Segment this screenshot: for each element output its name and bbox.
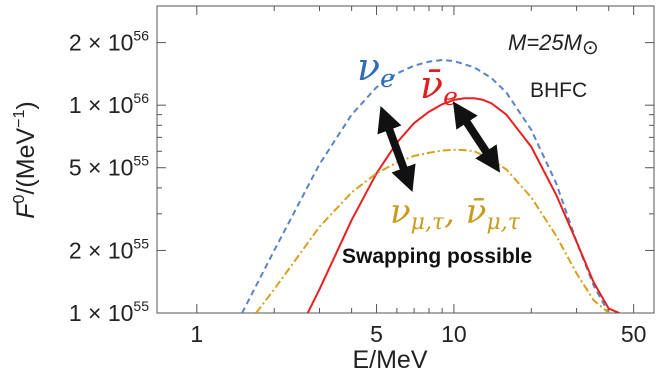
y-tick-exponent: 55 — [133, 298, 149, 314]
y-tick-label: 2 × 1056 — [69, 28, 149, 56]
x-tick-label: 5 — [370, 321, 383, 347]
y-tick-exponent: 56 — [133, 90, 149, 106]
y-axis-label-unit-sup: −1 — [11, 110, 28, 128]
nue-label: νe — [357, 45, 395, 93]
nux-label-symbol-1: ν — [390, 192, 411, 232]
mass-annotation-main: M=25M — [508, 30, 583, 55]
swapping-annotation: Swapping possible — [342, 245, 532, 268]
y-tick-label: 2 × 1055 — [69, 235, 149, 263]
y-tick-label: 1 × 1055 — [69, 298, 149, 326]
x-axis-ticks: 1 5 10 50 — [190, 6, 655, 347]
plot-frame — [156, 5, 655, 314]
plot-border — [156, 5, 655, 314]
nux-label-sub-2: μ,τ — [486, 210, 520, 235]
y-axis-label-sup: 0 — [11, 194, 28, 203]
y-tick-exponent: 55 — [133, 153, 149, 169]
y-axis-label-main: F — [12, 202, 40, 219]
y-axis-label-unit: /(MeV — [12, 128, 40, 195]
nue-label-symbol: ν — [357, 45, 380, 89]
nux-label-symbol-2: ν̄ — [466, 192, 487, 232]
nux-label-sep: , — [444, 192, 466, 232]
swap-arrow-left — [377, 105, 416, 193]
y-tick-label: 1 × 1056 — [69, 90, 149, 118]
x-tick-label: 10 — [441, 321, 467, 347]
y-tick-mantissa: 5 × 10 — [69, 155, 134, 181]
y-tick-mantissa: 2 × 10 — [69, 30, 134, 56]
y-axis-label-close: ) — [12, 101, 40, 109]
y-tick-mantissa: 1 × 10 — [69, 92, 134, 118]
x-axis-label: E/MeV — [352, 346, 427, 374]
y-tick-label: 5 × 1055 — [69, 153, 149, 181]
nux-label-sub-1: μ,τ — [411, 210, 445, 235]
y-tick-exponent: 56 — [133, 28, 149, 44]
x-tick-label: 50 — [621, 321, 647, 347]
nuebar-label: ν̄e — [420, 63, 458, 111]
model-annotation: BHFC — [530, 79, 587, 102]
y-tick-mantissa: 2 × 10 — [69, 237, 134, 263]
mass-sun-symbol: ⊙ — [582, 37, 599, 59]
nuebar-label-symbol: ν̄ — [420, 63, 443, 107]
y-tick-exponent: 55 — [133, 235, 149, 251]
nux-label: νμ,τ, ν̄μ,τ — [390, 192, 521, 235]
nue-label-sub: e — [380, 64, 395, 93]
mass-annotation: M=25M⊙ — [508, 30, 599, 59]
y-axis-label: F0/(MeV−1) — [11, 101, 40, 218]
x-tick-label: 1 — [190, 321, 203, 347]
y-tick-mantissa: 1 × 10 — [69, 300, 134, 326]
nuebar-label-sub: e — [443, 82, 458, 111]
series-line-nue — [241, 58, 610, 313]
swap-arrow-right — [452, 101, 501, 173]
